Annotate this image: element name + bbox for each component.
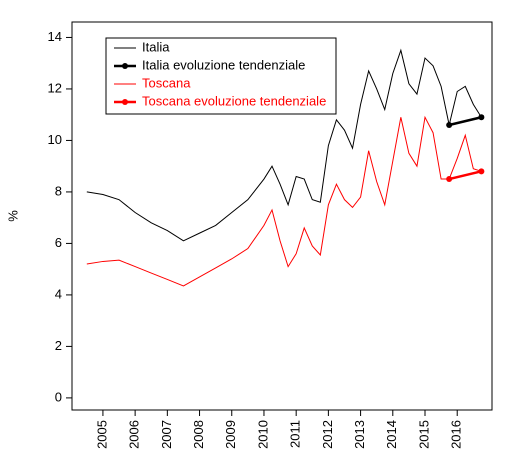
legend-label: Toscana evoluzione tendenziale bbox=[142, 93, 326, 108]
series-marker bbox=[446, 121, 453, 128]
y-tick-label: 10 bbox=[48, 132, 62, 147]
x-tick-label: 2011 bbox=[288, 420, 303, 448]
series-line bbox=[448, 170, 482, 181]
x-tick-label: 2009 bbox=[223, 420, 238, 449]
y-tick-label: 14 bbox=[48, 29, 62, 44]
x-tick-label: 2008 bbox=[191, 420, 206, 449]
x-tick-label: 2015 bbox=[416, 420, 431, 449]
series-marker bbox=[446, 176, 453, 183]
series-line bbox=[86, 48, 482, 242]
x-tick-label: 2013 bbox=[352, 420, 367, 449]
series-marker bbox=[478, 168, 485, 175]
x-tick-label: 2007 bbox=[159, 420, 174, 449]
legend-label: Toscana bbox=[142, 75, 191, 90]
y-tick-label: 0 bbox=[55, 389, 62, 404]
legend-marker bbox=[122, 99, 128, 105]
x-tick-label: 2006 bbox=[127, 420, 142, 449]
y-tick-label: 8 bbox=[55, 183, 62, 198]
y-tick-label: 2 bbox=[55, 338, 62, 353]
x-tick-label: 2014 bbox=[384, 420, 399, 449]
y-tick-label: 12 bbox=[48, 80, 62, 95]
series-line bbox=[86, 115, 482, 287]
y-tick-label: 4 bbox=[55, 286, 62, 301]
legend-label: Italia evoluzione tendenziale bbox=[142, 57, 305, 72]
y-tick-label: 6 bbox=[55, 235, 62, 250]
x-tick-label: 2005 bbox=[94, 420, 109, 449]
legend-marker bbox=[122, 63, 128, 69]
y-axis-label: % bbox=[5, 210, 20, 222]
x-tick-label: 2012 bbox=[320, 420, 335, 449]
x-tick-label: 2010 bbox=[255, 420, 270, 449]
series-line bbox=[448, 116, 482, 127]
legend-label: Italia bbox=[142, 39, 170, 54]
series-marker bbox=[478, 114, 485, 121]
x-tick-label: 2016 bbox=[449, 420, 464, 449]
plot-frame bbox=[71, 21, 493, 411]
legend-box bbox=[105, 37, 337, 115]
